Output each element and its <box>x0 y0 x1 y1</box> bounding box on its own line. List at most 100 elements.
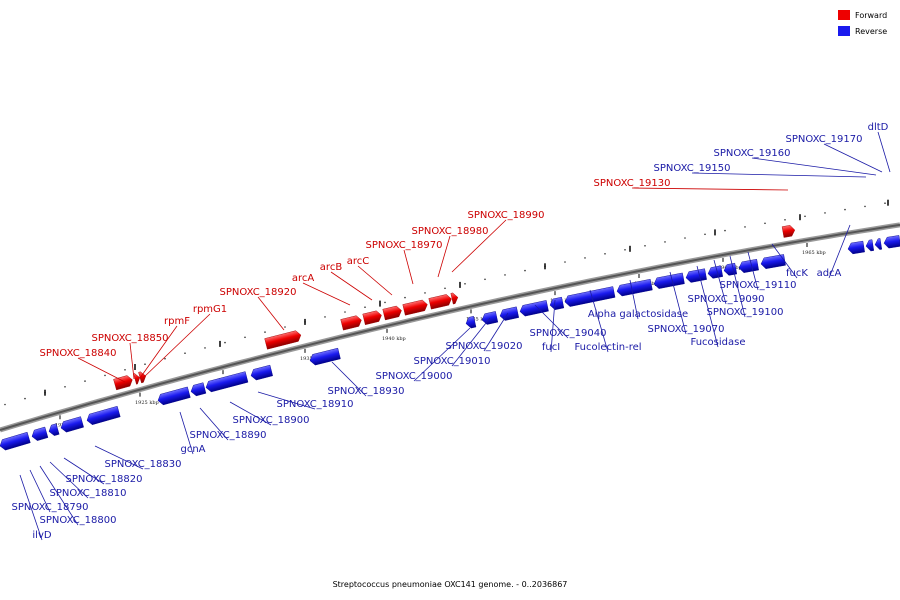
guide-dot <box>364 306 366 309</box>
gene-label-spnoxc-18970[interactable]: SPNOXC_18970 <box>365 240 442 251</box>
gene-arrow-arca[interactable] <box>340 315 363 331</box>
gene-label-gcna[interactable]: gcnA <box>180 444 205 455</box>
gene-arrow-spnoxc-19090[interactable] <box>707 265 724 279</box>
gene-arrow-spnoxc-19160[interactable] <box>874 238 883 250</box>
gene-arrow-arcc[interactable] <box>382 305 403 321</box>
gene-label-ilvd[interactable]: ilvD <box>32 530 51 541</box>
gene-label-spnoxc-18900[interactable]: SPNOXC_18900 <box>232 415 309 426</box>
gene-layer <box>0 225 900 451</box>
guide-dot <box>704 233 706 236</box>
gene-label-spnoxc-18990[interactable]: SPNOXC_18990 <box>467 210 544 221</box>
gene-arrow-spnoxc-18930[interactable] <box>309 347 341 366</box>
gene-arrow-spnoxc-19130[interactable] <box>781 225 796 238</box>
gene-label-rpmf[interactable]: rpmF <box>164 316 190 327</box>
guide-dot <box>584 257 586 259</box>
gene-arrow-spnoxc-18790[interactable] <box>30 426 49 442</box>
gene-arrow-spnoxc-18820[interactable] <box>86 405 121 426</box>
leader-line <box>629 279 639 320</box>
gene-label-spnoxc-18790[interactable]: SPNOXC_18790 <box>11 502 88 513</box>
gene-arrow-fucosidase[interactable] <box>685 268 707 284</box>
gene-label-spnoxc-18890[interactable]: SPNOXC_18890 <box>189 430 266 441</box>
gene-label-spnoxc-19090[interactable]: SPNOXC_19090 <box>687 294 764 305</box>
leader-line <box>330 271 373 301</box>
gene-arrow-spnoxc-18830[interactable] <box>157 386 191 406</box>
gene-label-spnoxc-18850[interactable]: SPNOXC_18850 <box>91 333 168 344</box>
gene-arrow-gcna[interactable] <box>190 382 207 397</box>
gene-label-spnoxc-19100[interactable]: SPNOXC_19100 <box>706 307 783 318</box>
gene-label-arcb[interactable]: arcB <box>320 262 343 273</box>
gene-label-rpmg1[interactable]: rpmG1 <box>193 304 227 315</box>
guide-dot <box>404 296 406 299</box>
gene-arrow-spnoxc-18800[interactable] <box>47 423 60 437</box>
gene-arrow-spnoxc-18850[interactable] <box>133 372 142 385</box>
gene-arrow-spnoxc-18890[interactable] <box>205 371 249 393</box>
guide-dot <box>164 357 166 360</box>
leader-line <box>331 361 367 397</box>
gene-label-arcc[interactable]: arcC <box>347 256 370 267</box>
gene-label-spnoxc-18840[interactable]: SPNOXC_18840 <box>39 348 116 359</box>
gene-label-spnoxc-19070[interactable]: SPNOXC_19070 <box>647 324 724 335</box>
gene-label-adca[interactable]: adcA <box>817 268 842 279</box>
gene-label-spnoxc-19110[interactable]: SPNOXC_19110 <box>719 280 796 291</box>
gene-arrow-spnoxc-19020[interactable] <box>499 306 519 322</box>
gene-label-spnoxc-18980[interactable]: SPNOXC_18980 <box>411 226 488 237</box>
leader-line <box>257 391 316 410</box>
gene-label-fucosidase[interactable]: Fucosidase <box>691 337 746 348</box>
gene-arrow-spnoxc-19040[interactable] <box>519 300 549 317</box>
leader-line <box>483 312 509 352</box>
gene-label-spnoxc-18920[interactable]: SPNOXC_18920 <box>219 287 296 298</box>
gene-arrow-alpha-galactosidase[interactable] <box>616 278 653 297</box>
gene-arrow-spnoxc-18990[interactable] <box>450 292 459 305</box>
guide-dot <box>84 380 86 382</box>
guide-dot <box>64 386 66 388</box>
gene-label-fuci[interactable]: fucI <box>542 342 560 353</box>
gene-arrow-fuci[interactable] <box>549 296 565 310</box>
gene-arrow-ilvd[interactable] <box>0 431 31 451</box>
gene-arrow-spnoxc-18920[interactable] <box>264 330 303 350</box>
leader-line <box>691 172 867 178</box>
leader-line <box>713 259 727 305</box>
gene-arrow-spnoxc-18840[interactable] <box>113 374 134 391</box>
gene-arrow-spnoxc-19070[interactable] <box>653 272 685 289</box>
gene-label-spnoxc-19130[interactable]: SPNOXC_19130 <box>593 178 670 189</box>
gene-label-spnoxc-18830[interactable]: SPNOXC_18830 <box>104 459 181 470</box>
gene-arrow-spnoxc-19000[interactable] <box>465 316 477 329</box>
gene-label-spnoxc-19160[interactable]: SPNOXC_19160 <box>713 148 790 159</box>
leader-line <box>451 219 507 273</box>
gene-arrow-spnoxc-18810[interactable] <box>59 416 84 434</box>
gene-label-spnoxc-19000[interactable]: SPNOXC_19000 <box>375 371 452 382</box>
gene-arrow-spnoxc-19100[interactable] <box>723 262 738 276</box>
gene-label-spnoxc-18930[interactable]: SPNOXC_18930 <box>327 386 404 397</box>
guide-dot <box>564 261 566 263</box>
gene-label-spnoxc-18910[interactable]: SPNOXC_18910 <box>276 399 353 410</box>
gene-label-alpha-galactosidase[interactable]: Alpha galactosidase <box>588 309 688 320</box>
gene-label-arca[interactable]: arcA <box>292 273 315 284</box>
gene-label-spnoxc-19150[interactable]: SPNOXC_19150 <box>653 163 730 174</box>
gene-label-spnoxc-18810[interactable]: SPNOXC_18810 <box>49 488 126 499</box>
caption: Streptococcus pneumoniae OXC141 genome. … <box>333 580 568 589</box>
gene-label-spnoxc-19010[interactable]: SPNOXC_19010 <box>413 356 490 367</box>
gene-label-fucolectin-rel[interactable]: Fucolectin-rel <box>574 342 641 353</box>
gene-arrow-spnoxc-18970[interactable] <box>402 299 429 316</box>
gene-arrow-rpmf[interactable] <box>138 371 148 384</box>
gene-label-dltd[interactable]: dltD <box>868 122 889 133</box>
gene-arrow-spnoxc-18900[interactable] <box>250 364 273 381</box>
gene-label-fuck[interactable]: fucK <box>786 268 808 279</box>
gene-label-spnoxc-19040[interactable]: SPNOXC_19040 <box>529 328 606 339</box>
gene-arrow-adca[interactable] <box>847 240 865 255</box>
leader-line <box>39 465 79 526</box>
scale-label: 1965 kbp <box>802 250 826 256</box>
gene-arrow-fucolectin-rel[interactable] <box>564 286 616 308</box>
gene-arrow-arcb[interactable] <box>362 310 383 325</box>
gene-arrow-dltd[interactable] <box>883 235 900 249</box>
gene-arrow-spnoxc-19150[interactable] <box>865 239 875 252</box>
scale-label: 1945 kbp <box>466 317 490 323</box>
guide-dot <box>344 311 346 313</box>
gene-arrow-spnoxc-18980[interactable] <box>428 294 453 310</box>
gene-label-spnoxc-19170[interactable]: SPNOXC_19170 <box>785 134 862 145</box>
gene-label-spnoxc-18820[interactable]: SPNOXC_18820 <box>65 474 142 485</box>
gene-label-spnoxc-18800[interactable]: SPNOXC_18800 <box>39 515 116 526</box>
gene-arrow-spnoxc-19110[interactable] <box>738 258 759 273</box>
scale-label: 1940 kbp <box>382 336 406 342</box>
gene-label-spnoxc-19020[interactable]: SPNOXC_19020 <box>445 341 522 352</box>
